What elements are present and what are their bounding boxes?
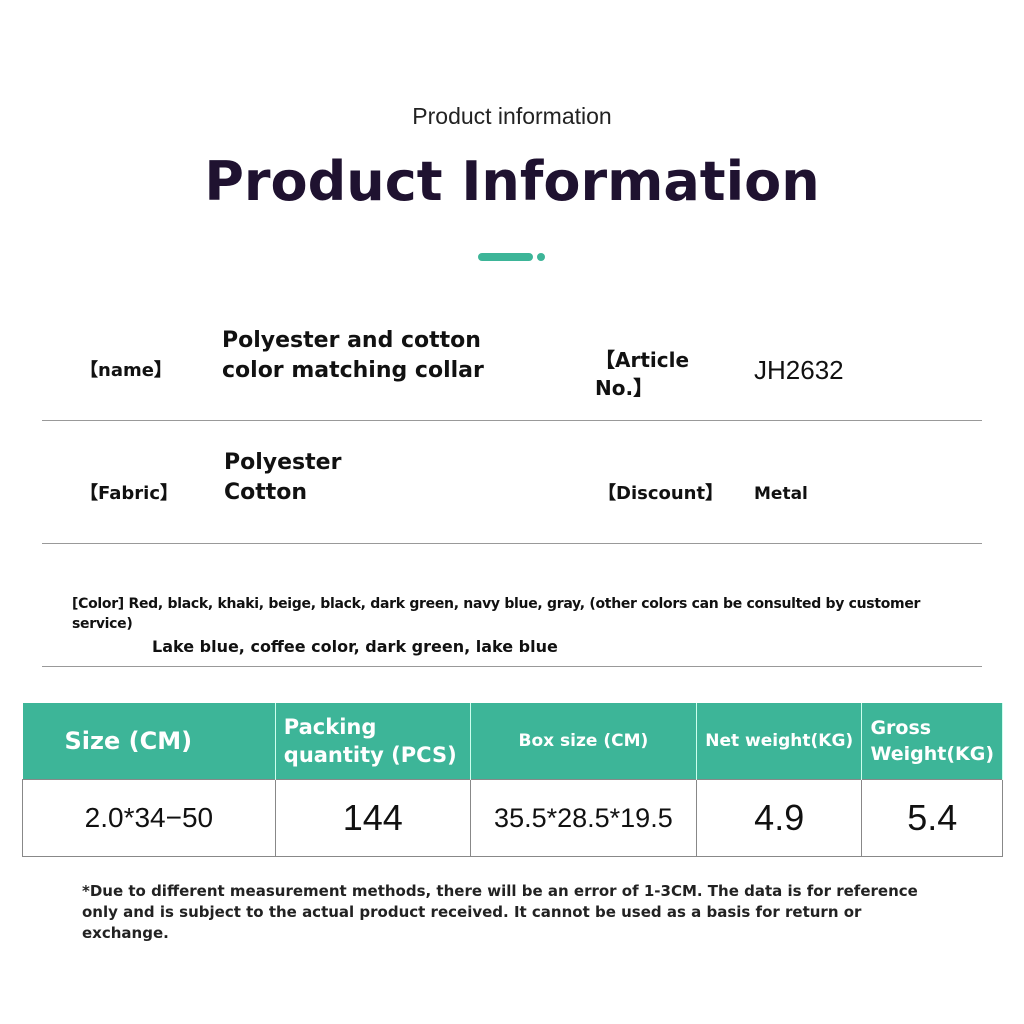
- discount-label: 【Discount】: [598, 483, 724, 504]
- accent-bar: [478, 253, 533, 261]
- name-value: Polyester and cotton color matching coll…: [222, 328, 484, 383]
- color-extra: Lake blue, coffee color, dark green, lak…: [152, 637, 558, 656]
- fabric-value: Polyester Cotton: [224, 450, 342, 505]
- header-packing: Packing quantity (PCS): [275, 703, 471, 780]
- page-title: Product Information: [204, 150, 820, 213]
- article-label: 【Article No.】: [595, 348, 690, 400]
- header-box-size: Box size (CM): [470, 703, 697, 780]
- header-gross-weight: Gross Weight(KG): [861, 703, 1003, 780]
- divider: [42, 543, 982, 544]
- disclaimer-note: *Due to different measurement methods, t…: [82, 882, 918, 942]
- name-label: 【name】: [80, 360, 172, 381]
- table-header-row: Size (CM) Packing quantity (PCS) Box siz…: [22, 703, 1003, 780]
- table-row: 2.0*34−50 144 35.5*28.5*19.5 4.9 5.4: [22, 779, 1003, 857]
- discount-value: Metal: [754, 484, 808, 504]
- subtitle: Product information: [412, 103, 612, 129]
- color-text: [Color] Red, black, khaki, beige, black,…: [72, 596, 921, 632]
- header-net-weight: Net weight(KG): [696, 703, 863, 780]
- cell-packing: 144: [274, 779, 471, 857]
- cell-box-size: 35.5*28.5*19.5: [469, 779, 697, 857]
- article-value: JH2632: [754, 355, 844, 385]
- cell-net-weight: 4.9: [695, 779, 863, 857]
- cell-gross-weight: 5.4: [861, 779, 1003, 857]
- cell-size: 2.0*34−50: [22, 779, 276, 857]
- fabric-label: 【Fabric】: [80, 483, 178, 504]
- divider: [42, 420, 982, 421]
- header-size: Size (CM): [22, 703, 276, 780]
- accent-dot: [537, 253, 545, 261]
- divider: [42, 666, 982, 667]
- spec-table: Size (CM) Packing quantity (PCS) Box siz…: [22, 703, 1003, 857]
